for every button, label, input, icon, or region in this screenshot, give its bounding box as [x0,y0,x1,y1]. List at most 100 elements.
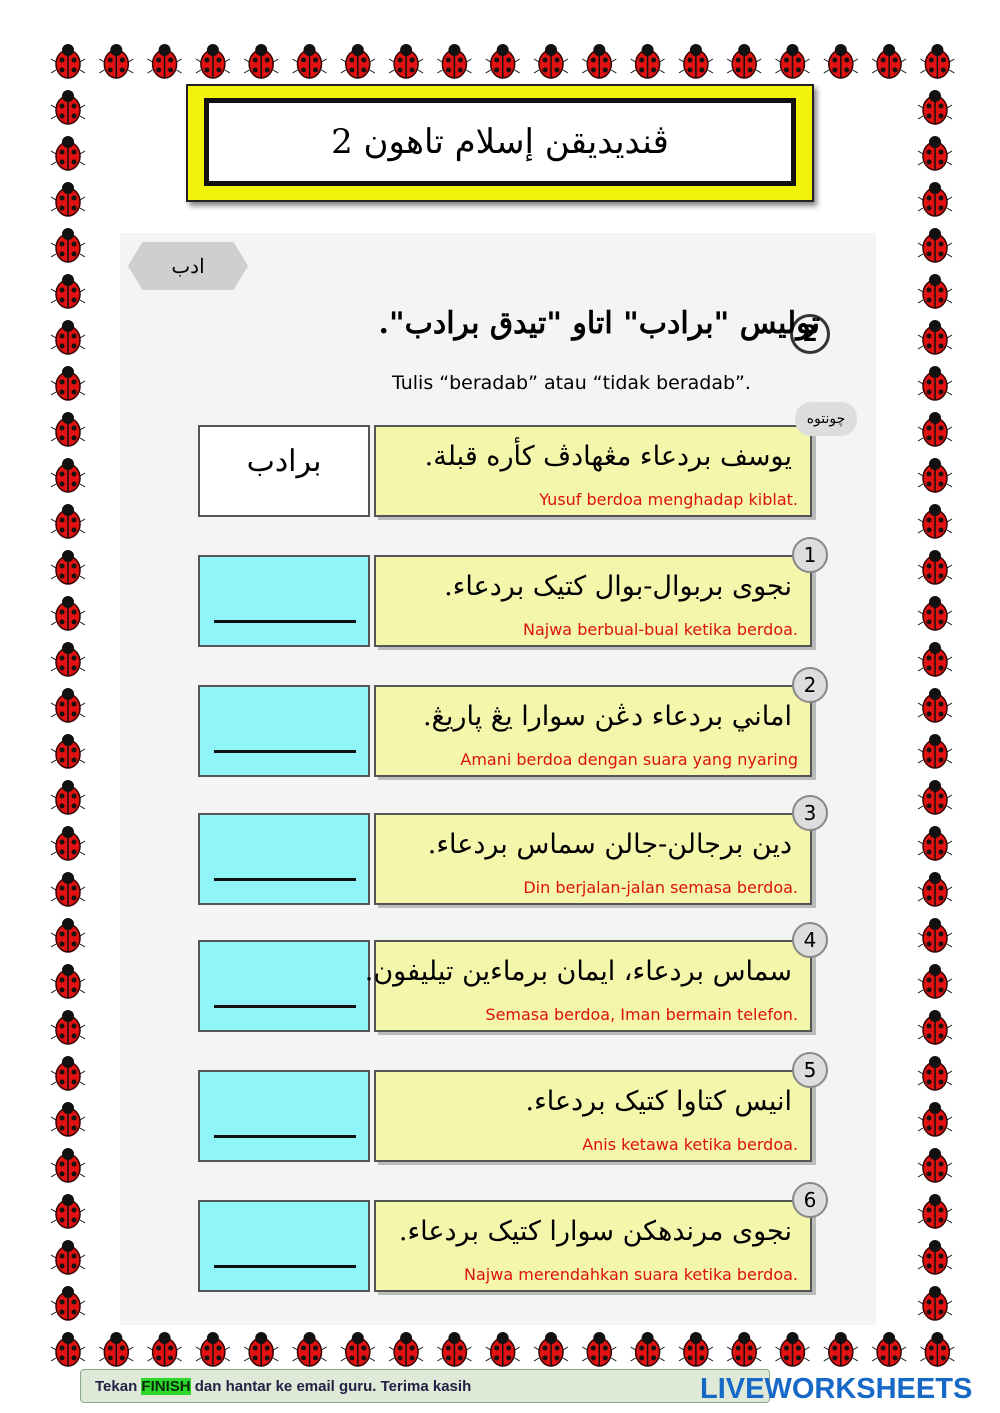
item-number: 1 [792,537,828,573]
ladybug [50,273,86,309]
ladybug [917,135,953,171]
sentence-latin: Yusuf berdoa menghadap kiblat. [539,490,798,509]
item-row: سماس بردعاء، ايمان برماءين تيليفون. Semas… [198,922,828,1032]
ladybug [50,963,86,999]
ladybug [50,1147,86,1183]
ladybug [678,43,714,79]
ladybug [917,779,953,815]
ladybug [146,43,183,79]
ladybug [436,43,473,79]
answer-box[interactable] [198,1200,370,1292]
ladybug [917,365,953,401]
ladybug [388,43,424,79]
ladybug [533,43,569,79]
answer-box[interactable] [198,940,370,1032]
brand: LIVEWORKSHEETS [700,1373,973,1405]
sentence-box: نجوى بربوال-بوال كتيک بردعاء. Najwa berbu… [374,537,828,647]
ladybug [50,733,86,769]
ladybug [50,1331,86,1367]
ladybug [291,43,328,79]
answer-line [214,750,356,753]
sentence-jawi: اماني بردعاء دڠن سوارا يڠ ڽاريڠ. [422,701,792,732]
ladybug [774,1331,811,1367]
ladybug [917,1285,953,1321]
ladybug [50,779,86,815]
ladybug [917,871,953,907]
answer-box[interactable] [198,555,370,647]
sentence-latin: Semasa berdoa, Iman bermain telefon. [485,1005,798,1024]
ladybug [50,595,86,631]
ladybug [917,503,953,539]
ladybug [50,1239,86,1275]
ladybug [50,549,86,585]
example-tag: چونتوه [795,402,857,436]
sentence-box: سماس بردعاء، ايمان برماءين تيليفون. Semas… [365,922,828,1032]
item-number: 2 [792,667,828,703]
ladybug [98,1331,135,1367]
answer-box[interactable] [198,813,370,905]
ladybug [917,411,953,447]
ladybug [774,43,811,79]
answer-line [214,1005,356,1008]
ladybug [917,595,953,631]
note-highlight: FINISH [141,1378,191,1395]
ladybug [917,1055,953,1091]
ladybug [484,43,521,79]
item-row: دين برجالن-جالن سماس بردعاء. Din berjalan… [198,795,828,905]
footer-note: Tekan FINISH dan hantar ke email guru. T… [80,1369,770,1403]
sentence-jawi: سماس بردعاء، ايمان برماءين تيليفون. [364,956,792,987]
example-row: برادب يوسف بردعاء مڠهادڤ كأره قبلة. Yusu… [198,425,812,517]
sentence-jawi: انيس كتاوا كتيک بردعاء. [525,1086,792,1117]
ladybug [340,43,376,79]
section-number: 2 [790,314,830,354]
instruction: Tulis “beradab” atau “tidak beradab”. [392,372,751,394]
ladybug [726,43,762,79]
ladybug [50,1009,86,1045]
sentence-jawi: نجوى بربوال-بوال كتيک بردعاء. [444,571,792,602]
example-sentence: يوسف بردعاء مڠهادڤ كأره قبلة. Yusuf berd… [374,425,812,517]
ladybug [50,365,86,401]
example-answer: برادب [198,425,370,517]
ladybug [823,1331,859,1367]
answer-line [214,878,356,881]
ladybug [50,825,86,861]
answer-box[interactable] [198,685,370,777]
ladybug [917,549,953,585]
note-text: Tekan [95,1378,142,1395]
ladybug [917,1193,953,1229]
ladybug [50,181,86,217]
title: ڤنديديقن إسلام تاهون 2 [204,98,796,186]
answer-line [214,620,356,623]
ladybug [195,1331,231,1367]
item-row: انيس كتاوا كتيک بردعاء. Anis ketawa ketik… [198,1052,828,1162]
ladybug [50,687,86,723]
ladybug [50,457,86,493]
ladybug [917,641,953,677]
ladybug [917,733,953,769]
ladybug [50,89,86,125]
ladybug [917,1101,953,1137]
item-number: 6 [792,1182,828,1218]
answer-box[interactable] [198,1070,370,1162]
ladybug [340,1331,376,1367]
ladybug [581,1331,618,1367]
instruction-jawi: توليس "برادب" اتاو "تيدق برادب". [378,306,820,341]
ladybug [917,457,953,493]
item-number: 5 [792,1052,828,1088]
ladybug [726,1331,762,1367]
ladybug [629,43,666,79]
ladybug [917,319,953,355]
sentence-latin: Najwa merendahkan suara ketika berdoa. [464,1265,798,1284]
ladybug [484,1331,521,1367]
ladybug [436,1331,473,1367]
ladybug [917,963,953,999]
sentence-latin: Anis ketawa ketika berdoa. [582,1135,798,1154]
item-row: نجوى مرندهكن سوارا كتيک بردعاء. Najwa mer… [198,1182,828,1292]
sentence-box: انيس كتاوا كتيک بردعاء. Anis ketawa ketik… [374,1052,828,1162]
ladybug [50,43,86,79]
ladybug [50,917,86,953]
sentence-jawi: نجوى مرندهكن سوارا كتيک بردعاء. [398,1216,792,1247]
ladybug [50,1193,86,1229]
ladybug [243,43,279,79]
